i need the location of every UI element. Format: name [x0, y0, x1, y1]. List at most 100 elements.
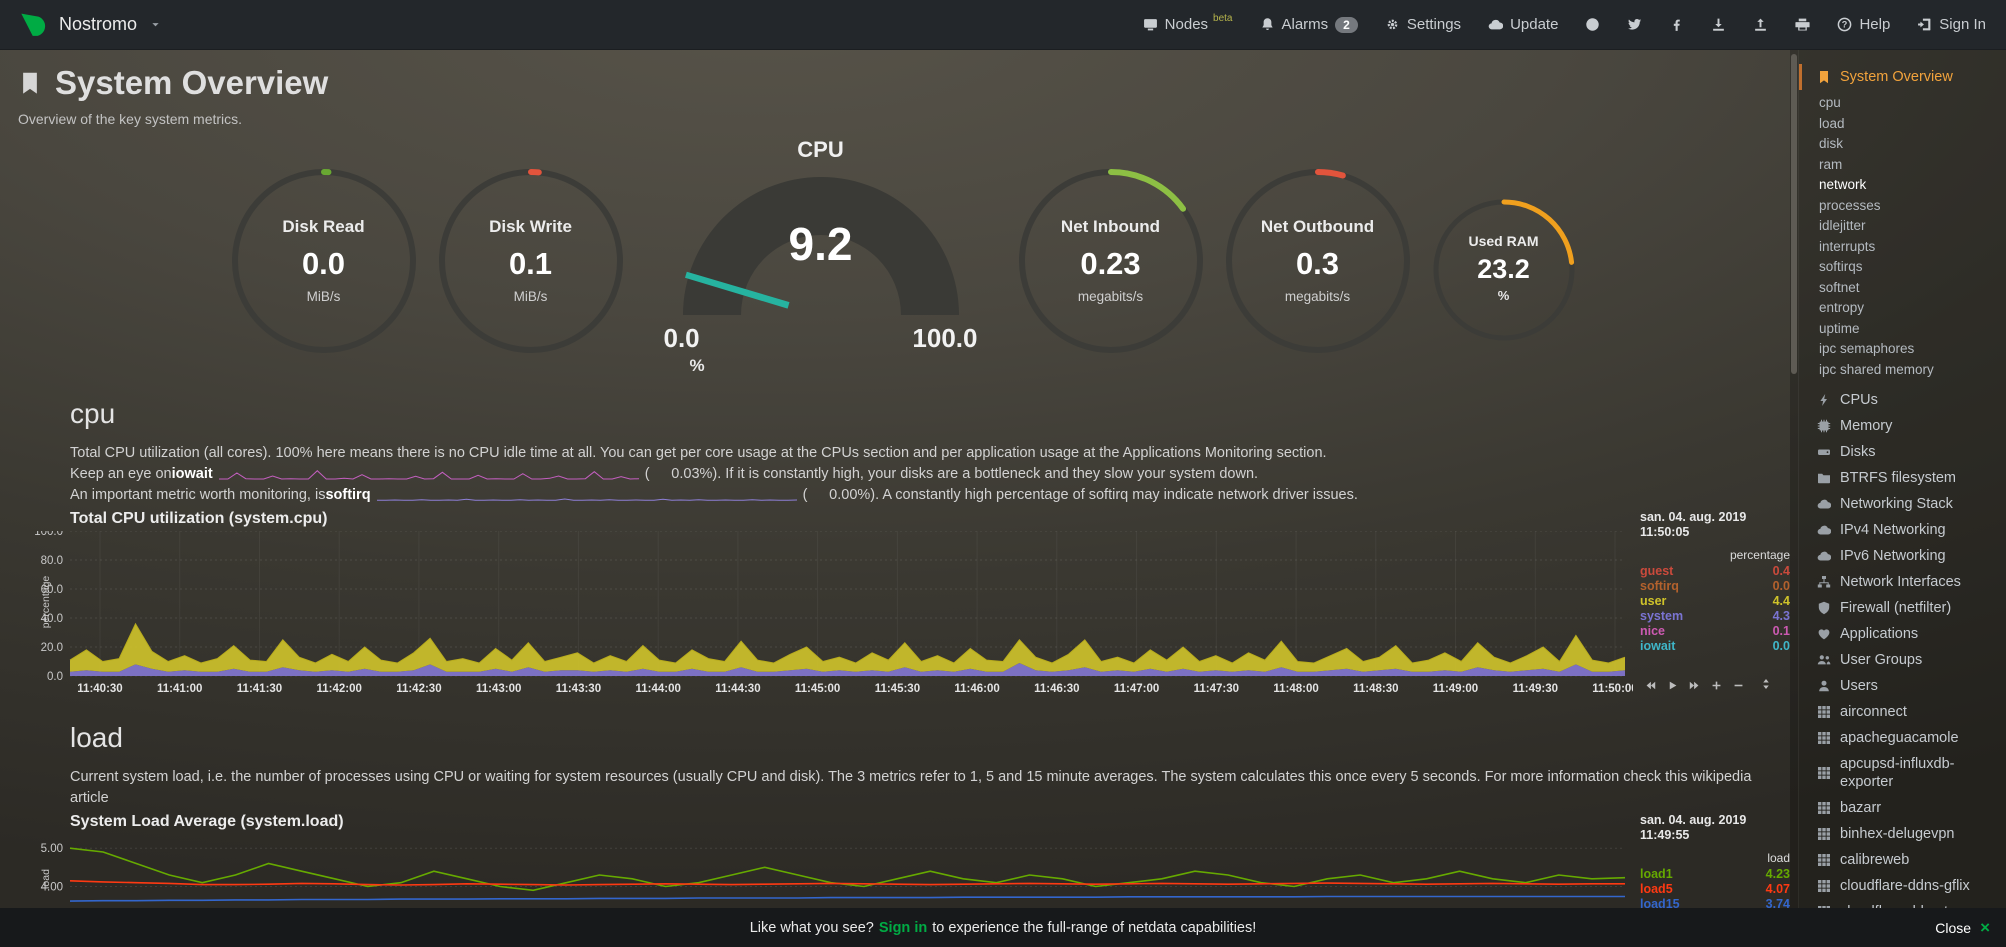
legend-item-load5[interactable]: load5 4.07 — [1640, 882, 1790, 896]
chart-backward-button[interactable] — [1645, 680, 1656, 691]
load-description: Current system load, i.e. the number of … — [70, 769, 1752, 806]
sidebar-item-firewall-netfilter[interactable]: Firewall (netfilter) — [1799, 595, 2006, 621]
grid-icon — [1818, 802, 1830, 814]
svg-text:11:48:00: 11:48:00 — [1273, 683, 1318, 695]
wikipedia-link[interactable]: this wikipedia article — [70, 769, 1752, 806]
sidebar-subitem-softnet[interactable]: softnet — [1819, 279, 1860, 295]
chart-forward-button[interactable] — [1689, 680, 1700, 691]
beta-badge: beta — [1213, 13, 1233, 24]
sidebar-subitem-ipc-semaphores[interactable]: ipc semaphores — [1819, 341, 1915, 356]
chart-plus-button[interactable] — [1711, 680, 1722, 691]
cpu-chart[interactable]: Total CPU utilization (system.cpu) perce… — [18, 510, 1790, 700]
softirq-note: An important metric worth monitoring, is… — [70, 485, 1788, 506]
legend-item-load15[interactable]: load15 3.74 — [1640, 897, 1790, 911]
sidebar-item-binhex-delugevpn[interactable]: binhex-delugevpn — [1799, 821, 2006, 847]
sidebar-subitem-uptime[interactable]: uptime — [1819, 320, 1860, 336]
sidebar-item-airconnect[interactable]: airconnect — [1799, 699, 2006, 725]
topbar-item-facebook[interactable] — [1669, 17, 1684, 32]
topbar-item-nodes[interactable]: Nodes beta — [1143, 13, 1233, 33]
load-chart-time: 11:49:55 — [1640, 828, 1690, 842]
sidebar-subitem-entropy[interactable]: entropy — [1819, 300, 1865, 315]
close-icon: × — [1980, 917, 1990, 937]
svg-text:?: ? — [1842, 20, 1848, 30]
signin-link[interactable]: Sign in — [878, 919, 928, 936]
topbar-item-alarms[interactable]: Alarms 2 — [1260, 16, 1358, 33]
gauge-disk-write[interactable]: Disk Write 0.1 MiB/s — [435, 165, 627, 357]
main-scrollbar[interactable] — [1790, 50, 1798, 947]
cpu-chart-toolbar — [1645, 680, 1744, 691]
iowait-sparkline[interactable] — [218, 468, 639, 482]
topbar-item-help[interactable]: ? Help — [1837, 16, 1890, 33]
sidebar-subitem-softirqs[interactable]: softirqs — [1819, 259, 1863, 274]
gauge-unit: % — [1497, 288, 1510, 303]
svg-text:11:40:30: 11:40:30 — [77, 683, 122, 695]
sidebar-item-applications[interactable]: Applications — [1799, 621, 2006, 647]
sidebar-item-apacheguacamole[interactable]: apacheguacamole — [1799, 725, 2006, 751]
legend-item-load1[interactable]: load1 4.23 — [1640, 867, 1790, 881]
topbar-item-sign-in[interactable]: Sign In — [1917, 16, 1986, 33]
svg-text:11:45:00: 11:45:00 — [795, 683, 840, 695]
topbar-item-github[interactable] — [1585, 17, 1600, 32]
sidebar-item-user-groups[interactable]: User Groups — [1799, 647, 2006, 673]
sidebar-item-users[interactable]: Users — [1799, 673, 2006, 699]
sidebar-item-ipv6-networking[interactable]: IPv6 Networking — [1799, 543, 2006, 569]
sidebar-subitem-network[interactable]: network — [1819, 177, 1867, 192]
sidebar-subitem-idlejitter[interactable]: idlejitter — [1819, 218, 1866, 233]
grid-icon — [1818, 854, 1830, 866]
gauge-used-ram[interactable]: Used RAM 23.2 % — [1429, 195, 1579, 345]
sidebar-item-cloudflare-ddns-gflix[interactable]: cloudflare-ddns-gflix — [1799, 873, 2006, 899]
load-chart-plot[interactable]: 5.004.003.00 — [18, 834, 1633, 947]
sidebar-item-network-interfaces[interactable]: Network Interfaces — [1799, 569, 2006, 595]
node-selector[interactable]: Nostromo — [20, 12, 161, 37]
legend-item-iowait[interactable]: iowait 0.0 — [1640, 639, 1790, 653]
topbar-item-settings[interactable]: Settings — [1385, 16, 1461, 33]
sidebar-item-bazarr[interactable]: bazarr — [1799, 795, 2006, 821]
sidebar-subitem-cpu[interactable]: cpu — [1819, 95, 1841, 110]
sidebar-item-btrfs-filesystem[interactable]: BTRFS filesystem — [1799, 465, 2006, 491]
desktop-icon — [1143, 19, 1157, 31]
gauge-cpu[interactable]: CPU 9.2 0.0 100.0 % — [656, 137, 986, 376]
sidebar-item-system-overview[interactable]: System Overview — [1799, 64, 2006, 90]
load-chart[interactable]: System Load Average (system.load) load 5… — [18, 813, 1790, 947]
topbar-item-import[interactable] — [1753, 17, 1768, 32]
legend-item-softirq[interactable]: softirq 0.0 — [1640, 579, 1790, 593]
sidebar-item-calibreweb[interactable]: calibreweb — [1799, 847, 2006, 873]
sidebar-item-ipv4-networking[interactable]: IPv4 Networking — [1799, 517, 2006, 543]
gauge-disk-read[interactable]: Disk Read 0.0 MiB/s — [228, 165, 420, 357]
main-scrollbar-thumb[interactable] — [1791, 54, 1797, 374]
sidebar-item-cpus[interactable]: CPUs — [1799, 387, 2006, 413]
svg-text:11:46:30: 11:46:30 — [1034, 683, 1079, 695]
topbar: Nostromo Nodes beta Alarms 2 Settings Update?… — [0, 0, 2006, 50]
sidebar-item-apcupsd-influxdb-exporter[interactable]: apcupsd-influxdb-exporter — [1799, 751, 2006, 795]
sidebar-subitem-processes[interactable]: processes — [1819, 197, 1881, 213]
gauge-net-inbound[interactable]: Net Inbound 0.23 megabits/s — [1015, 165, 1207, 357]
chart-resize-handle[interactable] — [1760, 678, 1772, 690]
cpu-chart-plot[interactable]: 100.0 80.0 60.0 40.0 20.0 0.0 11:40:30 11:41:00… — [18, 531, 1633, 700]
sidebar-item-memory[interactable]: Memory — [1799, 413, 2006, 439]
legend-item-nice[interactable]: nice 0.1 — [1640, 624, 1790, 638]
topbar-item-export[interactable] — [1711, 17, 1726, 32]
legend-item-guest[interactable]: guest 0.4 — [1640, 564, 1790, 578]
sidebar-subitem-ram[interactable]: ram — [1819, 156, 1843, 172]
topbar-item-update[interactable]: Update — [1488, 16, 1558, 33]
gauge-net-outbound[interactable]: Net Outbound 0.3 megabits/s — [1222, 165, 1414, 357]
chart-play-button[interactable] — [1667, 680, 1678, 691]
legend-item-system[interactable]: system 4.3 — [1640, 609, 1790, 623]
chart-minus-button[interactable] — [1733, 680, 1744, 691]
chevron-down-icon — [150, 19, 161, 30]
shield-icon — [1818, 601, 1830, 615]
svg-text:11:42:00: 11:42:00 — [316, 683, 361, 695]
legend-item-user[interactable]: user 4.4 — [1640, 594, 1790, 608]
bolt-icon — [1820, 394, 1827, 406]
sidebar-item-disks[interactable]: Disks — [1799, 439, 2006, 465]
banner-close-button[interactable]: Close × — [1935, 918, 1990, 938]
load-chart-title: System Load Average (system.load) — [70, 813, 344, 830]
sidebar-item-networking-stack[interactable]: Networking Stack — [1799, 491, 2006, 517]
softirq-sparkline[interactable] — [376, 489, 797, 503]
sidebar-subitem-load[interactable]: load — [1819, 115, 1845, 131]
sidebar-subitem-interrupts[interactable]: interrupts — [1819, 238, 1876, 254]
sidebar-subitem-disk[interactable]: disk — [1819, 136, 1844, 151]
sidebar-subitem-ipc-shared-memory[interactable]: ipc shared memory — [1819, 361, 1934, 377]
topbar-item-twitter[interactable] — [1627, 17, 1642, 32]
topbar-item-print[interactable] — [1795, 17, 1811, 32]
